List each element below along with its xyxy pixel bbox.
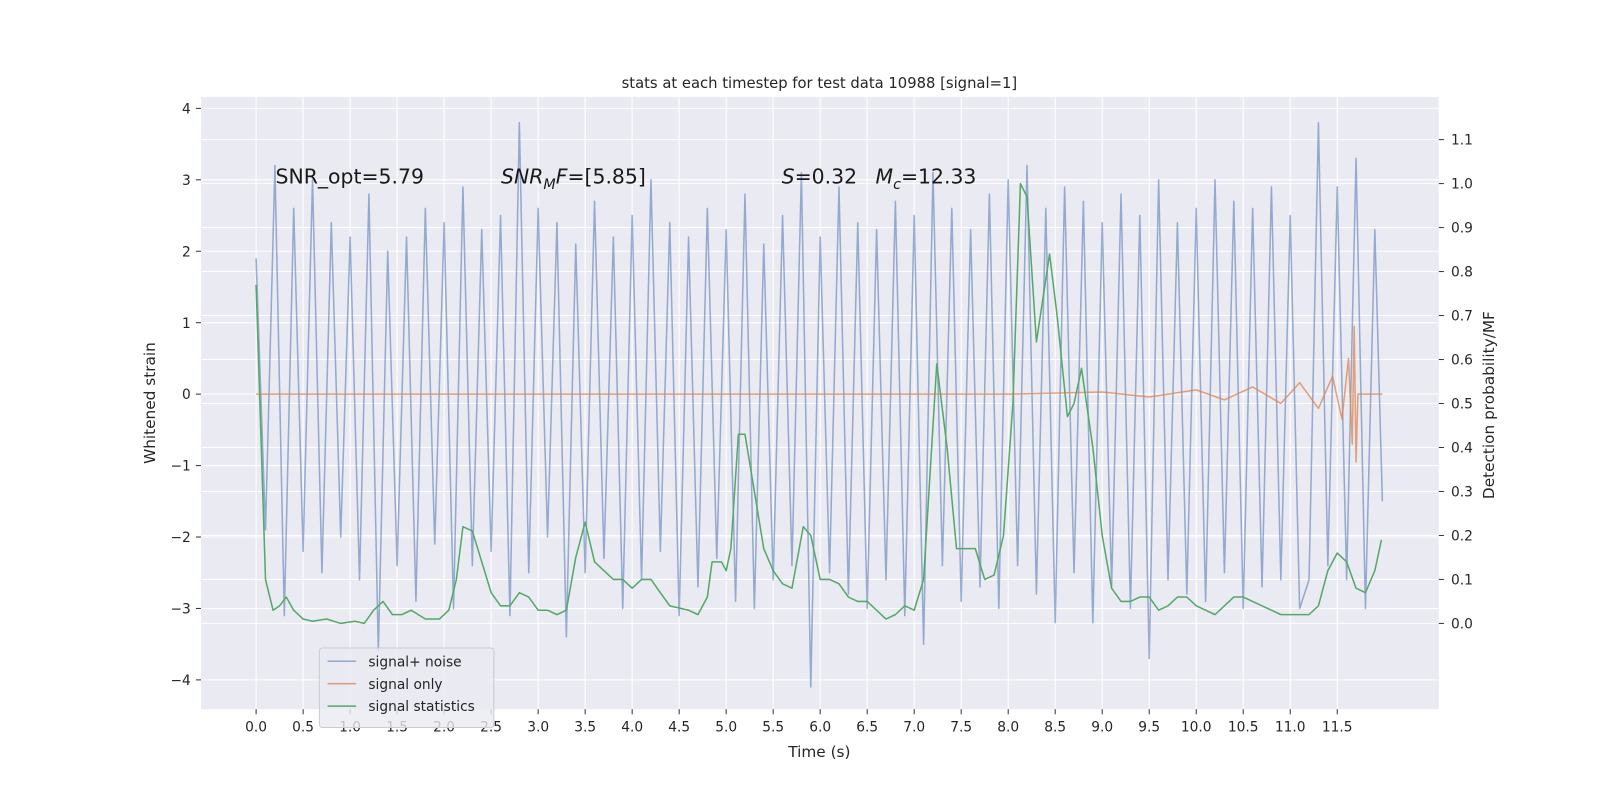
x-tick-label: 7.0 xyxy=(903,720,925,736)
x-tick-label: 3.5 xyxy=(574,720,596,736)
legend-label: signal statistics xyxy=(368,699,474,715)
x-tick-label: 10.0 xyxy=(1181,720,1212,736)
y-tick-label: −2 xyxy=(171,530,191,546)
y-tick-label: −1 xyxy=(171,459,191,475)
series-layer xyxy=(255,121,1384,688)
series-line xyxy=(255,121,1384,688)
x-axis-label: Time (s) xyxy=(787,743,850,761)
series-line xyxy=(256,325,1383,463)
y2-tick-label: 0.2 xyxy=(1451,529,1473,545)
y2-tick-label: 0.3 xyxy=(1451,485,1473,501)
y2-tick-label: 0.0 xyxy=(1451,617,1473,633)
y-tick-label: 1 xyxy=(182,316,191,332)
x-tick-label: 6.5 xyxy=(856,720,878,736)
y2-tick-label: 0.5 xyxy=(1451,397,1473,413)
legend-box xyxy=(318,647,495,729)
x-tick-label: 8.5 xyxy=(1044,720,1066,736)
y2-axis-label: Detection probability/MF xyxy=(1480,311,1498,499)
x-tick-label: 8.0 xyxy=(997,720,1019,736)
y-tick-label: −4 xyxy=(171,673,191,689)
annotation: SNRMF=[5.85] xyxy=(501,165,646,193)
annotation-part: SNR_opt=5.79 xyxy=(276,165,424,190)
series-line xyxy=(255,182,1383,625)
y2-tick-label: 0.1 xyxy=(1451,573,1473,589)
x-tick-label: 5.5 xyxy=(762,720,784,736)
annotation-part: S xyxy=(782,165,795,189)
chart-title: stats at each timestep for test data 109… xyxy=(622,75,1018,92)
annotation-part: =[5.85] xyxy=(567,165,645,189)
y2-tick-label: 1.0 xyxy=(1451,177,1473,193)
annotation-part: F xyxy=(556,165,568,189)
y2-tick-label: 0.4 xyxy=(1451,441,1473,457)
annotation: S=0.32 xyxy=(782,165,857,189)
x-tick-label: 0.5 xyxy=(292,720,314,736)
annotations: SNR_opt=5.79 SNRMF=[5.85] S=0.32 Mc=12.33 xyxy=(276,165,977,193)
x-tick-label: 4.0 xyxy=(621,720,643,736)
x-tick-label: 9.0 xyxy=(1091,720,1113,736)
ticks: 0.00.51.01.52.02.53.03.54.04.55.05.56.06… xyxy=(171,101,1473,735)
x-tick-label: 5.0 xyxy=(715,720,737,736)
annotation-part: =12.33 xyxy=(901,165,976,189)
x-tick-label: 7.5 xyxy=(950,720,972,736)
legend-label: signal+ noise xyxy=(368,654,461,670)
x-tick-label: 0.0 xyxy=(245,720,267,736)
annotation: Mc=12.33 xyxy=(876,165,977,193)
x-tick-label: 4.5 xyxy=(668,720,690,736)
y2-tick-label: 1.1 xyxy=(1451,133,1473,149)
annotation-part: M xyxy=(876,165,894,189)
annotation-part: =0.32 xyxy=(795,165,858,189)
y-tick-label: 3 xyxy=(182,173,191,189)
x-tick-label: 6.0 xyxy=(809,720,831,736)
x-tick-label: 10.5 xyxy=(1228,720,1259,736)
y2-tick-label: 0.9 xyxy=(1451,221,1473,237)
legend: signal+ noise signal only signal statistic… xyxy=(318,647,495,729)
grid xyxy=(201,96,1439,710)
x-tick-label: 9.5 xyxy=(1138,720,1160,736)
y-tick-label: −3 xyxy=(171,602,191,618)
annotation-part: c xyxy=(893,177,901,193)
y-tick-label: 2 xyxy=(182,244,191,260)
annotation-part: M xyxy=(543,177,555,193)
y-tick-label: 4 xyxy=(182,101,191,117)
x-tick-label: 3.0 xyxy=(527,720,549,736)
x-tick-label: 11.5 xyxy=(1322,720,1353,736)
annotation: SNR_opt=5.79 xyxy=(276,165,424,190)
y2-tick-label: 0.7 xyxy=(1451,309,1473,325)
y2-tick-label: 0.6 xyxy=(1451,353,1473,369)
annotation-part: SNR xyxy=(501,165,543,189)
y-axis-label: Whitened strain xyxy=(141,342,159,464)
y2-tick-label: 0.8 xyxy=(1451,265,1473,281)
y-tick-label: 0 xyxy=(182,387,191,403)
legend-label: signal only xyxy=(368,677,442,693)
x-tick-label: 11.0 xyxy=(1275,720,1306,736)
